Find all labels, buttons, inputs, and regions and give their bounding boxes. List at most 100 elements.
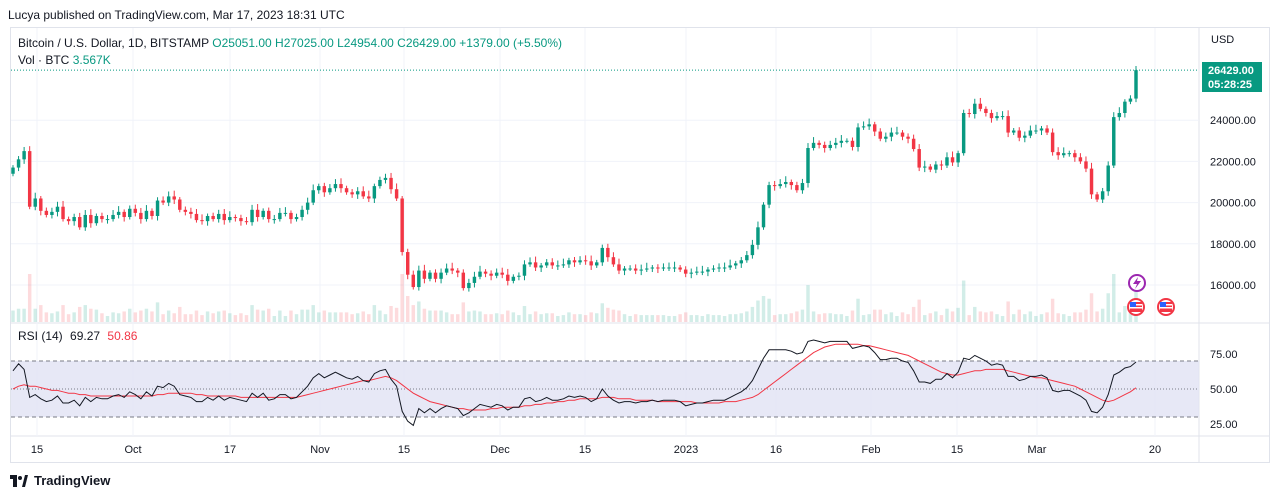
candle-body (244, 221, 249, 223)
volume-bar (389, 306, 393, 322)
volume-value: 3.567K (72, 53, 111, 67)
volume-bar (611, 309, 616, 322)
volume-bar (66, 314, 71, 322)
candle-body (105, 219, 110, 221)
candle-body (239, 218, 243, 222)
candle-body (478, 271, 482, 277)
volume-bar (472, 310, 477, 322)
candle-body (550, 262, 554, 266)
candle-body (1045, 128, 1049, 133)
time-tick-label: Nov (310, 444, 330, 456)
volume-bar (739, 313, 744, 322)
volume-bar (1100, 308, 1105, 322)
volume-bar (94, 309, 99, 322)
candle-body (378, 179, 382, 187)
volume-bar (228, 313, 232, 322)
volume-bar (1000, 316, 1005, 322)
time-tick-label: 15 (398, 444, 410, 456)
volume-bar (639, 315, 643, 322)
candle-body (700, 271, 705, 273)
time-tick-label: 17 (224, 444, 236, 456)
volume-bar (72, 312, 76, 322)
volume-bar (867, 314, 871, 322)
candle-body (311, 190, 315, 203)
brand-name: TradingView (34, 473, 111, 488)
volume-bar (1073, 312, 1077, 322)
candle-body (489, 273, 493, 276)
us-flag-event-icon[interactable] (1157, 298, 1175, 316)
symbol-title[interactable]: Bitcoin / U.S. Dollar, 1D, BITSTAMP (18, 36, 209, 50)
volume-bar (539, 314, 543, 322)
candle-body (717, 267, 721, 269)
volume-bar (194, 310, 199, 322)
volume-bar (294, 314, 299, 322)
candle-body (967, 112, 971, 115)
lightning-event-icon[interactable] (1128, 274, 1146, 292)
volume-bar (789, 313, 794, 322)
candle-body (1023, 135, 1027, 138)
candle-body (1017, 130, 1021, 138)
candle-body (745, 255, 749, 261)
volume-bar (661, 315, 666, 322)
candle-body (889, 132, 894, 137)
volume-bar (1011, 314, 1016, 322)
volume-label[interactable]: Vol · BTC (18, 53, 70, 67)
volume-bar (178, 306, 182, 322)
volume-bar (116, 313, 121, 322)
volume-bar (550, 313, 554, 322)
candle-body (817, 142, 821, 145)
price-tick-label: 20000.00 (1210, 198, 1256, 210)
candle-body (1028, 130, 1033, 136)
volume-bar (439, 310, 443, 322)
volume-bar (700, 316, 705, 322)
candle-body (211, 215, 215, 220)
rsi-ma-value: 50.86 (107, 329, 138, 343)
candle-body (328, 188, 332, 193)
volume-bar (461, 302, 466, 322)
candle-body (672, 267, 677, 269)
rsi-tick-label: 75.00 (1210, 349, 1238, 361)
candle-body (884, 136, 888, 139)
price-tick-label: 16000.00 (1210, 280, 1256, 292)
candle-body (822, 144, 827, 149)
rsi-label[interactable]: RSI (14) (18, 329, 63, 343)
candle-body (544, 262, 549, 266)
footer-brand[interactable]: TradingView (10, 473, 110, 488)
time-tick-label: 16 (770, 444, 782, 456)
candle-body (572, 260, 577, 263)
candle-body (872, 124, 877, 132)
volume-bar (572, 314, 577, 322)
volume-bar (133, 312, 138, 322)
volume-bar (205, 311, 210, 322)
candle-body (761, 204, 766, 228)
volume-bar (728, 314, 732, 322)
volume-bar (417, 301, 421, 322)
volume-bar (995, 314, 999, 322)
volume-bar (456, 314, 460, 322)
rsi-line (12, 339, 1137, 427)
volume-bar (289, 310, 293, 322)
candle-body (645, 268, 649, 270)
volume-bar (211, 313, 215, 322)
rsi-value: 69.27 (70, 329, 101, 343)
candle-body (1073, 153, 1077, 158)
volume-bar (784, 314, 788, 322)
volume-bar (917, 299, 921, 322)
volume-bar (733, 314, 738, 322)
candle-body (834, 142, 838, 145)
volume-bar (989, 311, 994, 322)
volume-bar (806, 285, 810, 322)
candle-body (94, 215, 99, 224)
volume-bar (261, 310, 265, 322)
currency-label[interactable]: USD (1211, 34, 1235, 46)
volume-bar (956, 307, 960, 322)
volume-bar (27, 274, 32, 322)
candle-body (1034, 130, 1038, 132)
volume-bar (489, 314, 493, 322)
volume-bar (756, 300, 760, 322)
volume-bar (1017, 309, 1021, 322)
us-flag-event-icon[interactable] (1127, 298, 1145, 316)
candle-body (1056, 152, 1060, 156)
candle-body (278, 212, 282, 220)
